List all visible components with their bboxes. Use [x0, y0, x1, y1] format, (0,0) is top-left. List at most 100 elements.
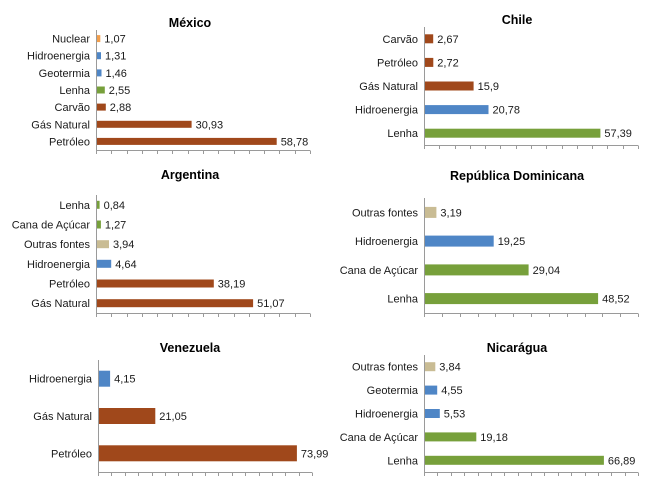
bar-petroleo: [97, 137, 277, 145]
data-label-lenha: 66,89: [608, 455, 636, 467]
data-label-hidroenergia: 5,53: [444, 409, 465, 421]
category-label-carvao: Carvão: [383, 34, 418, 46]
data-label-geotermia: 4,55: [441, 385, 462, 397]
category-label-petroleo: Petróleo: [49, 136, 90, 148]
data-label-gas-natural: 15,9: [478, 81, 499, 93]
data-label-petroleo: 58,78: [281, 136, 309, 148]
data-label-geotermia: 1,46: [106, 68, 127, 80]
data-label-petroleo: 38,19: [218, 279, 246, 291]
chart-title-chile: Chile: [502, 13, 533, 27]
data-label-cana-de-acucar: 1,27: [105, 220, 126, 232]
data-label-gas-natural: 30,93: [196, 119, 224, 131]
category-label-hidroenergia: Hidroenergia: [29, 374, 93, 386]
bar-hidroenergia: [425, 235, 494, 247]
bar-lenha: [425, 455, 604, 465]
data-label-hidroenergia: 19,25: [498, 236, 526, 248]
category-label-gas-natural: Gás Natural: [31, 298, 90, 310]
chart-mexico: México Petróleo 58,78 Gás Natural 30,93 Carvã…: [27, 16, 311, 154]
category-label-cana-de-acucar: Cana de Açúcar: [12, 220, 91, 232]
data-label-gas-natural: 51,07: [257, 298, 285, 310]
bar-lenha: [425, 293, 599, 305]
chart-republica-dominicana: República Dominicana Lenha 48,52 Cana de Aç…: [340, 169, 639, 317]
bar-hidroenergia: [425, 105, 489, 115]
data-label-gas-natural: 21,05: [159, 411, 187, 423]
bar-geotermia: [97, 69, 102, 77]
chart-title-mexico: México: [169, 16, 212, 30]
chart-nicaragua: Nicarágua Lenha 66,89 Cana de Açúcar 19,18 Hi…: [340, 341, 639, 476]
data-label-petroleo: 73,99: [301, 448, 329, 460]
chart-title-republica-dominicana: República Dominicana: [450, 169, 585, 183]
data-label-lenha: 0,84: [104, 200, 125, 212]
bar-hidroenergia: [97, 259, 112, 268]
category-label-hidroenergia: Hidroenergia: [27, 259, 91, 271]
bar-petroleo: [99, 445, 297, 462]
data-label-outras-fontes: 3,94: [113, 239, 134, 251]
category-label-outras-fontes: Outras fontes: [352, 207, 419, 219]
data-label-lenha: 57,39: [604, 128, 632, 140]
category-label-cana-de-acucar: Cana de Açúcar: [340, 265, 419, 277]
bar-hidroenergia: [97, 52, 101, 60]
bar-outras-fontes: [425, 206, 437, 218]
bar-geotermia: [425, 385, 438, 395]
bar-lenha: [425, 128, 601, 138]
category-label-hidroenergia: Hidroenergia: [27, 51, 91, 63]
category-label-gas-natural: Gás Natural: [31, 119, 90, 131]
bar-hidroenergia: [425, 409, 440, 418]
chart-title-argentina: Argentina: [161, 168, 220, 182]
data-label-petroleo: 2,72: [437, 57, 458, 69]
data-label-carvao: 2,67: [437, 34, 458, 46]
category-label-outras-fontes: Outras fontes: [352, 362, 419, 374]
bar-lenha: [97, 200, 100, 209]
category-label-lenha: Lenha: [387, 294, 418, 306]
bar-gas-natural: [97, 120, 192, 128]
bar-gas-natural: [425, 81, 474, 91]
category-label-petroleo: Petróleo: [51, 448, 92, 460]
category-label-petroleo: Petróleo: [377, 57, 418, 69]
data-label-hidroenergia: 20,78: [493, 105, 521, 117]
bar-petroleo: [425, 57, 434, 67]
data-label-nuclear: 1,07: [104, 34, 125, 46]
category-label-outras-fontes: Outras fontes: [24, 239, 91, 251]
chart-title-nicaragua: Nicarágua: [487, 341, 548, 355]
category-label-nuclear: Nuclear: [52, 34, 90, 46]
category-label-gas-natural: Gás Natural: [33, 411, 92, 423]
category-label-lenha: Lenha: [387, 455, 418, 467]
category-label-geotermia: Geotermia: [39, 68, 91, 80]
data-label-hidroenergia: 4,15: [114, 374, 135, 386]
data-label-outras-fontes: 3,84: [439, 362, 460, 374]
bar-outras-fontes: [97, 240, 109, 249]
bar-nuclear: [97, 35, 101, 43]
category-label-lenha: Lenha: [59, 85, 90, 97]
category-label-geotermia: Geotermia: [367, 385, 419, 397]
data-label-cana-de-acucar: 19,18: [480, 432, 508, 444]
category-label-carvao: Carvão: [55, 102, 90, 114]
data-label-lenha: 48,52: [602, 294, 630, 306]
bar-outras-fontes: [425, 362, 436, 372]
data-label-carvao: 2,88: [110, 102, 131, 114]
category-label-cana-de-acucar: Cana de Açúcar: [340, 432, 419, 444]
data-label-outras-fontes: 3,19: [440, 207, 461, 219]
bar-hidroenergia: [99, 370, 111, 387]
category-label-lenha: Lenha: [59, 200, 90, 212]
bar-cana-de-acucar: [97, 220, 101, 229]
data-label-hidroenergia: 1,31: [105, 51, 126, 63]
category-label-lenha: Lenha: [387, 128, 418, 140]
data-label-lenha: 2,55: [109, 85, 130, 97]
data-label-hidroenergia: 4,64: [115, 259, 136, 271]
bar-gas-natural: [97, 299, 254, 308]
data-label-cana-de-acucar: 29,04: [533, 265, 561, 277]
chart-venezuela: Venezuela Petróleo 73,99 Gás Natural 21,05 Hi…: [29, 341, 328, 476]
category-label-hidroenergia: Hidroenergia: [355, 105, 419, 117]
bar-cana-de-acucar: [425, 432, 477, 442]
category-label-hidroenergia: Hidroenergia: [355, 409, 419, 421]
bar-cana-de-acucar: [425, 264, 529, 276]
category-label-petroleo: Petróleo: [49, 279, 90, 291]
bar-lenha: [97, 86, 105, 94]
bar-carvao: [97, 103, 106, 111]
chart-chile: Chile Lenha 57,39 Hidroenergia 20,78 Gás Natu…: [355, 13, 639, 149]
category-label-gas-natural: Gás Natural: [359, 81, 418, 93]
chart-title-venezuela: Venezuela: [160, 341, 221, 355]
bar-carvao: [425, 34, 434, 44]
bar-petroleo: [97, 279, 214, 288]
